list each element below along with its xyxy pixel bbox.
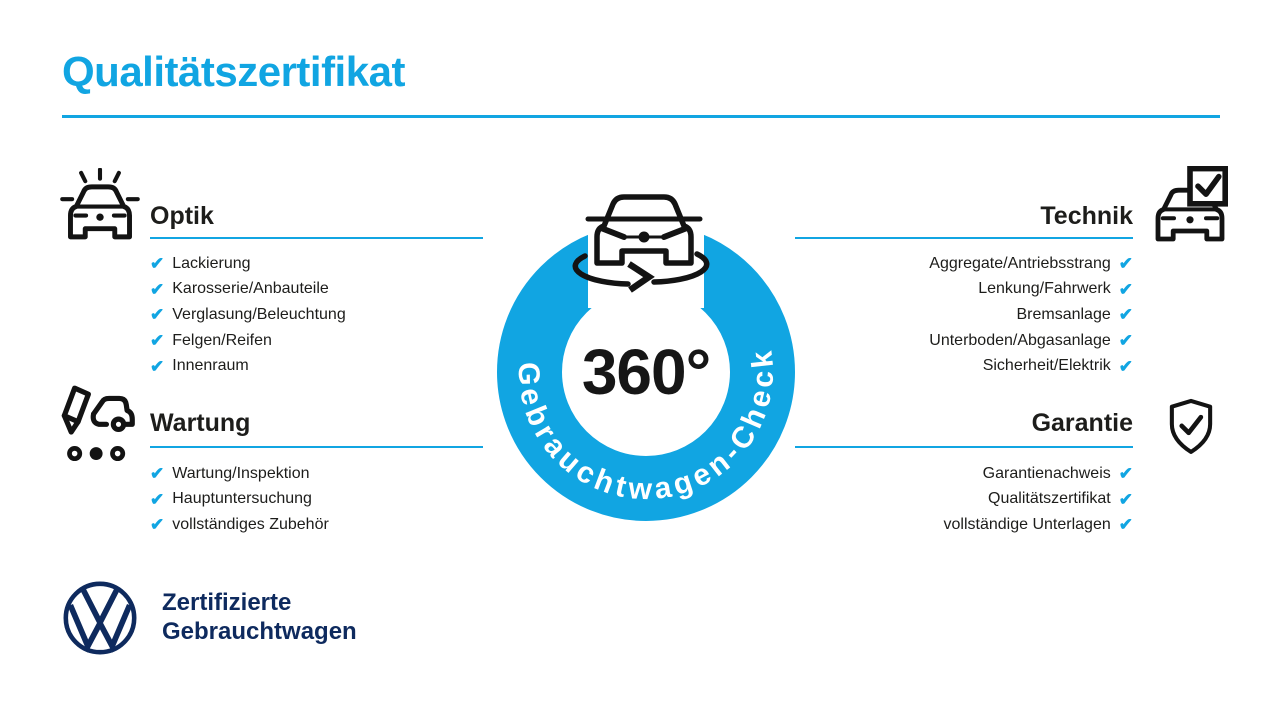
- list-item: ✔ Verglasung/Beleuchtung: [150, 302, 483, 328]
- list-item: Unterboden/Abgasanlage ✔: [795, 328, 1133, 354]
- list-item: Lenkung/Fahrwerk ✔: [795, 277, 1133, 303]
- rotation-arc-left: [572, 253, 631, 287]
- check-icon: ✔: [1118, 489, 1133, 509]
- check-icon: ✔: [1118, 515, 1133, 535]
- section-divider-optik: [150, 237, 483, 239]
- section-title-technik: Technik: [1040, 202, 1133, 230]
- section-title-garantie: Garantie: [1031, 409, 1133, 437]
- list-item: ✔ Innenraum: [150, 353, 483, 379]
- car-shine-icon: [60, 168, 140, 240]
- list-item-label: Verglasung/Beleuchtung: [172, 305, 346, 323]
- list-item-label: Wartung/Inspektion: [172, 464, 310, 482]
- list-item: ✔ Wartung/Inspektion: [150, 461, 483, 487]
- list-item-label: Garantienachweis: [982, 464, 1111, 482]
- check-icon: ✔: [1118, 254, 1133, 274]
- list-item: Garantienachweis ✔: [795, 461, 1133, 487]
- rotation-arc-right: [651, 251, 710, 285]
- checklist-garantie: Garantienachweis ✔ Qualitätszertifikat ✔ v…: [795, 461, 1133, 538]
- title-divider: [62, 115, 1220, 118]
- list-item: ✔ Karosserie/Anbauteile: [150, 277, 483, 303]
- brand-text: Zertifizierte Gebrauchtwagen: [162, 589, 357, 646]
- section-divider-technik: [795, 237, 1133, 239]
- brand-line-1: Zertifizierte: [162, 589, 292, 616]
- check-icon: ✔: [150, 489, 165, 509]
- section-title-wartung: Wartung: [150, 409, 251, 437]
- degree-label: 360°: [582, 336, 710, 408]
- list-item: ✔ Hauptuntersuchung: [150, 487, 483, 513]
- brand-line-2: Gebrauchtwagen: [162, 617, 357, 645]
- section-title-optik: Optik: [150, 202, 214, 230]
- list-item-label: Unterboden/Abgasanlage: [929, 331, 1111, 349]
- list-item: Qualitätszertifikat ✔: [795, 487, 1133, 513]
- list-item-label: vollständige Unterlagen: [943, 515, 1111, 533]
- check-icon: ✔: [150, 356, 165, 376]
- check-icon: ✔: [1118, 305, 1133, 325]
- check-icon: ✔: [150, 331, 165, 351]
- list-item-label: Bremsanlage: [1016, 305, 1111, 323]
- list-item-label: Hauptuntersuchung: [172, 490, 312, 508]
- 360-check-badge: Gebrauchtwagen-Check 360°: [497, 175, 795, 521]
- checklist-optik: ✔ Lackierung ✔ Karosserie/Anbauteile ✔ Verg…: [150, 251, 483, 379]
- list-item-label: Lenkung/Fahrwerk: [978, 280, 1111, 298]
- list-item-label: vollständiges Zubehör: [172, 515, 329, 533]
- page-title: Qualitätszertifikat: [62, 48, 405, 95]
- list-item: Sicherheit/Elektrik ✔: [795, 353, 1133, 379]
- list-item: Bremsanlage ✔: [795, 302, 1133, 328]
- list-item-label: Felgen/Reifen: [172, 331, 272, 349]
- check-icon: ✔: [150, 464, 165, 484]
- vw-logo: [63, 581, 137, 655]
- shield-check-icon: [1169, 398, 1213, 454]
- list-item: Aggregate/Antriebsstrang ✔: [795, 251, 1133, 277]
- list-item-label: Qualitätszertifikat: [988, 490, 1111, 508]
- list-item-label: Aggregate/Antriebsstrang: [929, 254, 1111, 272]
- check-icon: ✔: [1118, 464, 1133, 484]
- checklist-wartung: ✔ Wartung/Inspektion ✔ Hauptuntersuchung ✔…: [150, 461, 483, 538]
- check-icon: ✔: [150, 515, 165, 535]
- list-item: ✔ vollständiges Zubehör: [150, 512, 483, 538]
- checklist-technik: Aggregate/Antriebsstrang ✔ Lenkung/Fahrwe…: [795, 251, 1133, 379]
- list-item-label: Lackierung: [172, 254, 251, 272]
- list-item-label: Karosserie/Anbauteile: [172, 280, 329, 298]
- car-checkbox-icon: [1155, 166, 1228, 242]
- check-icon: ✔: [1118, 331, 1133, 351]
- pencil-car-icon: [61, 385, 135, 462]
- list-item-label: Innenraum: [172, 357, 249, 375]
- list-item: ✔ Felgen/Reifen: [150, 328, 483, 354]
- list-item-label: Sicherheit/Elektrik: [982, 357, 1111, 375]
- section-divider-wartung: [150, 446, 483, 448]
- list-item: ✔ Lackierung: [150, 251, 483, 277]
- section-divider-garantie: [795, 446, 1133, 448]
- check-icon: ✔: [150, 254, 165, 274]
- check-icon: ✔: [1118, 279, 1133, 299]
- check-icon: ✔: [150, 279, 165, 299]
- check-icon: ✔: [1118, 356, 1133, 376]
- list-item: vollständige Unterlagen ✔: [795, 512, 1133, 538]
- rotation-arrowhead: [627, 261, 655, 293]
- check-icon: ✔: [150, 305, 165, 325]
- car-360-rotation-icon: [572, 194, 710, 293]
